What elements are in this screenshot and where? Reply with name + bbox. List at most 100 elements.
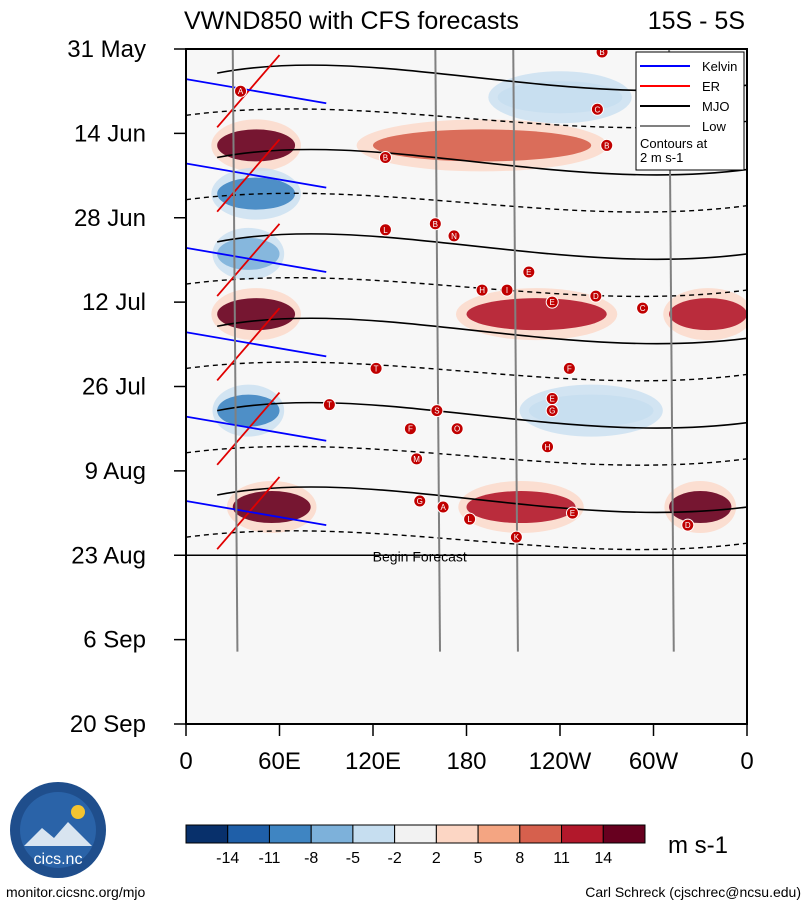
storm-marker-label: B [599,48,604,57]
storm-marker-label: H [545,443,551,452]
storm-marker: F [562,361,576,375]
anomaly-band [232,491,311,524]
storm-marker-label: C [595,105,601,114]
low-contour [231,49,239,652]
x-tick-label: 120W [529,748,592,775]
kelvin-contour [186,246,327,273]
anomaly-band [217,394,280,427]
legend-label: Kelvin [702,59,737,74]
legend-label: MJO [702,99,729,114]
storm-marker-label: K [514,533,520,542]
storm-marker: T [369,361,383,375]
storm-marker-label: S [434,407,439,416]
colorbar-swatch [185,824,229,844]
legend-label: Low [702,119,726,134]
anomaly-band [373,129,592,162]
mjo-contour-negative [186,192,747,213]
storm-marker: G [413,494,427,508]
mjo-contour [217,486,747,514]
kelvin-contour [186,500,327,527]
storm-marker-label: F [408,425,413,434]
er-contour [216,54,281,128]
colorbar-label: -2 [388,850,402,867]
storm-marker: H [541,440,555,454]
colorbar-swatch [394,824,437,844]
storm-marker: B [595,48,609,59]
storm-marker: T [322,398,336,412]
kelvin-contour [186,78,327,105]
storm-marker: I [500,283,514,297]
x-tick-label: 0 [740,748,753,775]
storm-marker-label: E [570,509,575,518]
storm-marker: L [378,223,392,237]
cicsnc-logo: cics.nc [10,782,106,878]
low-contour [434,49,442,652]
storm-marker-label: C [640,304,646,313]
anomaly-band [497,81,623,114]
storm-marker: E [565,506,579,520]
storm-marker-label: G [417,497,423,506]
storm-marker-label: L [467,515,472,524]
storm-marker-label: I [506,286,508,295]
er-contour [216,307,281,382]
colorbar-units: m s-1 [668,832,728,859]
anomaly-band [466,491,576,524]
y-tick-label: 6 Sep [83,627,146,654]
x-tick-label: 60E [258,748,301,775]
er-contour [216,476,281,550]
storm-marker: H [475,283,489,297]
mjo-contour [217,233,747,261]
colorbar-label: 2 [432,850,441,867]
mjo-contour-negative [186,445,747,466]
er-contour [216,138,281,213]
storm-marker-label: B [433,220,438,229]
chart-region: 15S - 5S [648,7,745,35]
storm-marker: C [590,102,604,116]
colorbar-swatch [602,824,646,844]
colorbar-label: 11 [553,850,570,867]
storm-marker: B [378,150,392,164]
mjo-contour-negative [186,277,747,298]
storm-marker-label: E [526,268,531,277]
storm-marker: C [636,301,650,315]
colorbar-label: -14 [216,850,239,867]
storm-marker: E [545,295,559,309]
storm-marker: L [463,512,477,526]
logo-text: cics.nc [34,851,83,868]
legend-label: ER [702,79,720,94]
low-contour [512,49,519,652]
y-tick-label: 26 Jul [82,374,146,401]
y-tick-label: 23 Aug [71,542,146,569]
colorbar-swatch [268,824,312,844]
x-tick-label: 0 [179,748,192,775]
y-tick-label: 9 Aug [85,458,146,485]
colorbar-label: 5 [474,850,483,867]
anomaly-band [669,298,747,331]
storm-marker: B [428,217,442,231]
colorbar-swatch [352,824,396,844]
mjo-contour-negative [186,108,747,129]
colorbar-label: -5 [346,850,360,867]
anomaly-band [217,298,296,331]
storm-marker-label: A [238,87,244,96]
storm-marker-label: E [550,395,555,404]
colorbar-swatch [477,824,521,844]
mjo-contour-negative [186,361,747,382]
legend-box [635,51,745,171]
storm-marker: O [450,422,464,436]
colorbar-label: 14 [594,850,612,867]
x-tick-label: 180 [446,748,486,775]
storm-marker-label: F [567,364,572,373]
colorbar-swatch [435,824,479,844]
kelvin-contour [186,162,327,189]
storm-marker-label: D [685,521,691,530]
y-tick-label: 31 May [67,36,146,63]
storm-marker: N [447,229,461,243]
storm-marker-label: M [413,455,420,464]
anomaly-band [528,394,654,427]
anomaly-band [669,491,732,524]
colorbar-swatch [561,824,604,844]
storm-marker-label: L [383,226,388,235]
colorbar-swatch [519,824,563,844]
storm-marker-label: D [593,292,599,301]
